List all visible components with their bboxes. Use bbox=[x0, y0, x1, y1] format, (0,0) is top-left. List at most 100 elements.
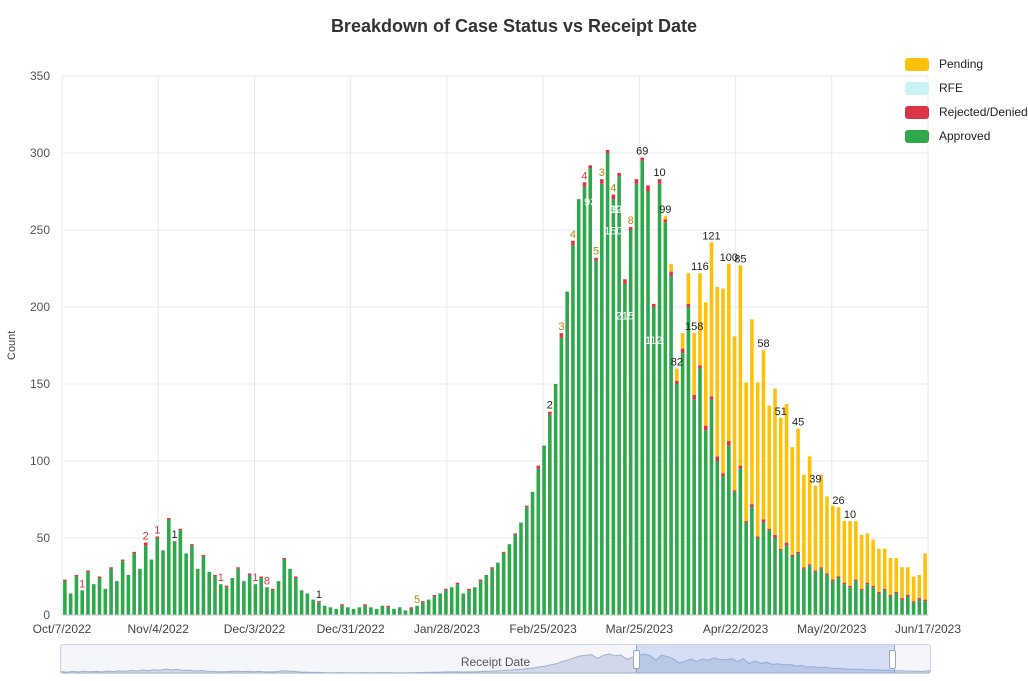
y-tick-label: 200 bbox=[30, 300, 50, 314]
bar-rejected-denied bbox=[836, 576, 841, 579]
bar-pending bbox=[675, 368, 679, 381]
data-label: 1 bbox=[154, 524, 160, 536]
bar-approved bbox=[467, 590, 471, 615]
bar-approved bbox=[478, 581, 483, 615]
bar-pending bbox=[877, 548, 881, 592]
y-tick-label: 50 bbox=[37, 531, 51, 545]
bar-approved bbox=[415, 605, 419, 615]
bar-approved bbox=[143, 545, 148, 615]
bar-pending bbox=[871, 539, 875, 586]
data-label: 5 bbox=[414, 594, 420, 606]
bar-approved bbox=[91, 584, 96, 615]
bar-approved bbox=[888, 596, 893, 615]
bar-rejected-denied bbox=[236, 567, 240, 569]
bar-rejected-denied bbox=[605, 149, 610, 153]
legend-item-pending[interactable]: Pending bbox=[905, 52, 1028, 76]
bar-pending bbox=[825, 496, 829, 574]
legend-item-rejected[interactable]: Rejected/Denied bbox=[905, 100, 1028, 124]
data-label: 302 bbox=[610, 204, 628, 216]
bar-rejected-denied bbox=[750, 504, 754, 508]
bar-approved bbox=[322, 605, 327, 615]
data-label: 1 bbox=[252, 572, 258, 584]
bar-rejected-denied bbox=[778, 548, 783, 551]
legend-label-approved: Approved bbox=[939, 129, 991, 143]
bar-approved bbox=[790, 556, 795, 615]
bar-rejected-denied bbox=[738, 465, 743, 469]
data-label: 112 bbox=[645, 335, 663, 347]
bar-rejected-denied bbox=[213, 574, 217, 577]
bar-pending bbox=[830, 505, 835, 580]
bar-approved bbox=[542, 445, 546, 615]
bar-approved bbox=[270, 590, 275, 615]
navigator-window[interactable] bbox=[636, 645, 895, 673]
navigator-mini-line bbox=[61, 653, 930, 673]
legend-swatch-rfe bbox=[905, 81, 929, 95]
bar-rejected-denied bbox=[490, 567, 494, 569]
data-label: 85 bbox=[734, 253, 746, 265]
bar-pending bbox=[859, 534, 864, 589]
bar-rejected-denied bbox=[698, 365, 702, 369]
data-label: 100 bbox=[720, 252, 738, 264]
bar-approved bbox=[657, 183, 662, 616]
bar-approved bbox=[767, 530, 772, 615]
data-label: 69 bbox=[636, 146, 648, 158]
y-tick-label: 150 bbox=[30, 377, 50, 391]
bar-approved bbox=[877, 593, 881, 615]
navigator-right-handle[interactable] bbox=[889, 650, 896, 669]
bar-rejected-denied bbox=[294, 576, 298, 579]
bar-approved bbox=[709, 399, 714, 615]
bar-approved bbox=[923, 601, 927, 615]
data-label: 1 bbox=[316, 589, 322, 601]
navigator-mini-series bbox=[61, 653, 930, 673]
x-tick-label: Jan/28/2023 bbox=[414, 622, 480, 636]
bar-rejected-denied bbox=[571, 240, 575, 246]
bar-approved bbox=[305, 593, 310, 615]
bar-rejected-denied bbox=[97, 576, 102, 579]
bar-approved bbox=[449, 587, 454, 615]
bar-pending bbox=[911, 576, 916, 602]
bar-rejected-denied bbox=[270, 588, 275, 591]
legend-swatch-approved bbox=[905, 129, 929, 143]
bar-rejected-denied bbox=[600, 179, 604, 184]
bar-rejected-denied bbox=[224, 585, 229, 588]
bar-pending bbox=[732, 336, 737, 491]
bar-approved bbox=[594, 260, 598, 615]
bar-approved bbox=[155, 538, 160, 615]
bar-rejected-denied bbox=[63, 579, 67, 582]
bar-approved bbox=[207, 571, 212, 615]
data-label: 10 bbox=[653, 167, 665, 179]
legend-item-rfe[interactable]: RFE bbox=[905, 76, 1028, 100]
data-label: 121 bbox=[702, 230, 720, 242]
bar-rejected-denied bbox=[109, 567, 113, 569]
bar-rejected-denied bbox=[767, 528, 772, 531]
data-label: 26 bbox=[832, 495, 844, 507]
bar-pending bbox=[692, 333, 696, 395]
bar-pending bbox=[738, 265, 743, 466]
data-label: 1 bbox=[218, 572, 224, 584]
bar-approved bbox=[351, 608, 356, 615]
bar-rejected-denied bbox=[386, 605, 390, 608]
bar-rejected-denied bbox=[692, 394, 696, 400]
bar-approved bbox=[276, 581, 281, 615]
bar-approved bbox=[236, 568, 240, 615]
bar-approved bbox=[317, 602, 321, 615]
bar-rejected-denied bbox=[923, 599, 927, 602]
data-label: 116 bbox=[691, 261, 709, 273]
bar-pending bbox=[750, 319, 754, 505]
bar-rejected-denied bbox=[675, 380, 679, 384]
bar-approved bbox=[854, 581, 858, 615]
bar-rejected-denied bbox=[155, 536, 160, 538]
bar-approved bbox=[680, 353, 685, 615]
bar-rejected-denied bbox=[663, 219, 668, 223]
x-tick-label: Feb/25/2023 bbox=[509, 622, 577, 636]
bar-approved bbox=[628, 230, 633, 615]
date-range-navigator[interactable]: Receipt Date bbox=[60, 644, 931, 674]
data-label: 82 bbox=[671, 357, 683, 369]
navigator-left-handle[interactable] bbox=[633, 650, 640, 669]
bar-rejected-denied bbox=[640, 157, 645, 161]
bar-approved bbox=[74, 576, 79, 615]
bar-approved bbox=[819, 568, 823, 615]
legend-item-approved[interactable]: Approved bbox=[905, 124, 1028, 148]
data-label: 8 bbox=[628, 215, 634, 227]
x-tick-label: Dec/31/2022 bbox=[317, 622, 385, 636]
